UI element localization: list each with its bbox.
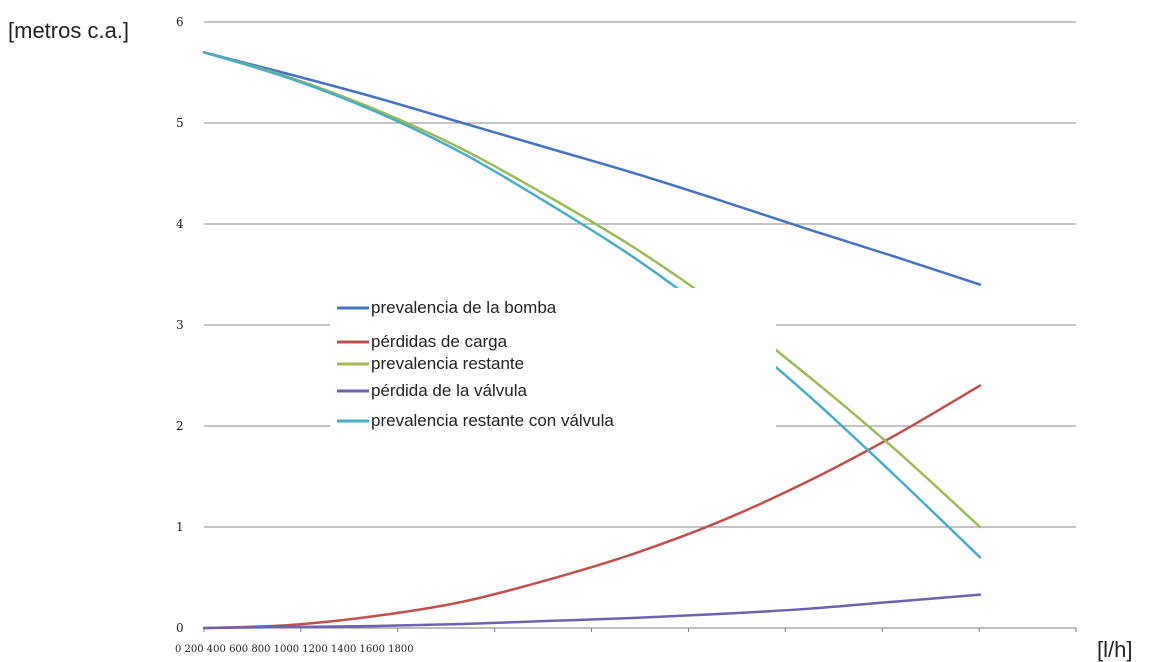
series-line-3	[202, 593, 982, 630]
legend-label-1: pérdidas de carga	[371, 332, 508, 351]
legend: prevalencia de la bomba pérdidas de carga…	[330, 288, 776, 438]
series-lines	[202, 51, 982, 630]
x-axis-title: [l/h]	[1097, 637, 1132, 662]
y-tick-label-4: 4	[176, 217, 184, 231]
series-line-0	[202, 51, 982, 286]
x-tick-labels: 0 200 400 600 800 1000 1200 1400 1600 18…	[175, 644, 414, 655]
series-line-2	[202, 51, 982, 529]
y-tick-label-6: 6	[176, 15, 184, 29]
y-axis-title: [metros c.a.]	[8, 18, 129, 43]
legend-label-3: pérdida de la válvula	[371, 381, 527, 400]
legend-label-0: prevalencia de la bomba	[371, 298, 557, 317]
legend-background	[330, 288, 776, 438]
legend-label-4: prevalencia restante con válvula	[371, 411, 614, 430]
y-tick-label-2: 2	[176, 419, 184, 433]
y-tick-label-3: 3	[176, 318, 184, 332]
axes: [metros c.a.] [l/h] 0 200 400 600 800 10…	[8, 15, 1132, 662]
series-line-1	[202, 384, 982, 630]
y-tick-label-5: 5	[176, 116, 184, 130]
y-tick-label-1: 1	[176, 520, 184, 534]
legend-label-2: prevalencia restante	[371, 354, 524, 373]
y-tick-label-0: 0	[176, 621, 184, 635]
series-line-4	[202, 51, 982, 559]
